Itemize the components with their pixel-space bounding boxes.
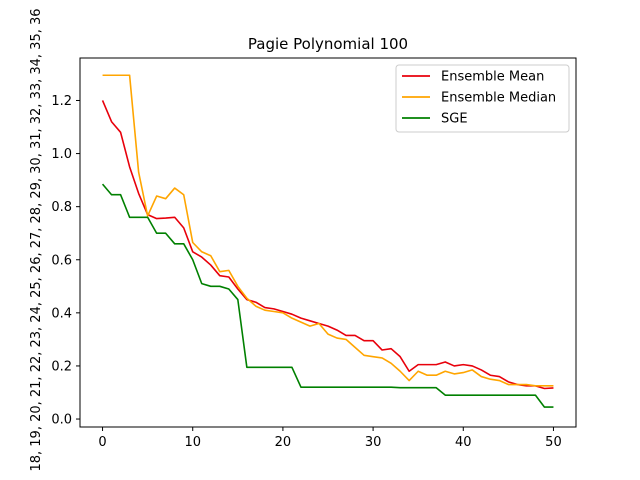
legend-label-ensemble-median: Ensemble Median (441, 91, 556, 106)
legend: Ensemble Mean Ensemble Median SGE (395, 64, 570, 133)
x-axis: 0 10 20 30 40 50 (98, 427, 562, 450)
y-tick-label: 0.6 (51, 253, 72, 268)
y-tick-label: 0.8 (51, 200, 72, 215)
series-line-ensemble-median (102, 74, 554, 387)
series-line-sge (101, 183, 554, 408)
chart-title: Pagie Polynomial 100 (248, 35, 408, 53)
axes-frame (79, 57, 577, 428)
x-tick-label: 30 (365, 435, 382, 450)
x-tick-label: 50 (545, 435, 562, 450)
y-axis: 0.0 0.2 0.4 0.6 0.8 1.0 1.2 (51, 94, 80, 428)
y-tick-label: 1.0 (51, 147, 72, 162)
y-tick-label: 0.0 (51, 413, 72, 428)
legend-label-ensemble-mean: Ensemble Mean (441, 70, 544, 85)
legend-label-sge: SGE (441, 112, 468, 127)
x-tick-label: 20 (275, 435, 292, 450)
x-tick-label: 40 (455, 435, 472, 450)
y-axis-label: 18, 19, 20, 21, 22, 23, 24, 25, 26, 27, … (29, 8, 44, 471)
x-tick-label: 10 (184, 435, 201, 450)
series-lines (101, 74, 554, 408)
series-line-ensemble-mean (101, 100, 554, 390)
legend-box (395, 64, 570, 133)
y-tick-label: 0.4 (51, 306, 72, 321)
y-tick-label: 1.2 (51, 94, 72, 109)
x-tick-label: 0 (98, 435, 106, 450)
y-tick-label: 0.2 (51, 359, 72, 374)
